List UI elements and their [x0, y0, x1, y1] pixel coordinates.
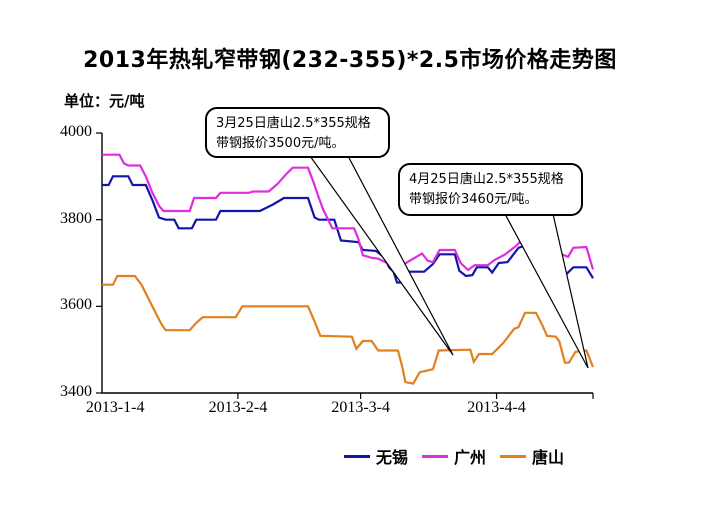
annotation-callout-text: 4月25日唐山2.5*355规格 — [409, 172, 564, 187]
x-axis-tick-label: 2013-2-4 — [208, 399, 268, 416]
legend-item: 唐山 — [500, 444, 564, 468]
annotation-callout-text: 3月25日唐山2.5*355规格 — [216, 116, 371, 131]
legend-line-swatch — [422, 454, 449, 458]
annotation-callout-box: 3月25日唐山2.5*355规格 带钢报价3500元/吨。 — [205, 107, 390, 158]
x-axis-tick-label: 2013-3-4 — [331, 399, 390, 416]
callout-tail — [503, 213, 589, 369]
series-line — [102, 274, 595, 385]
y-axis-tick-label: 3800 — [60, 209, 92, 227]
annotation-callout-text: 带钢报价3460元/吨。 — [409, 192, 538, 207]
chart-legend: 无锡 广州 唐山 — [344, 444, 564, 468]
series-line — [102, 153, 595, 272]
legend-item: 广州 — [422, 444, 486, 468]
legend-line-swatch — [500, 454, 527, 458]
y-axis-tick-label: 4000 — [60, 123, 92, 140]
legend-label: 唐山 — [532, 448, 565, 467]
legend-line-swatch — [344, 454, 370, 458]
annotation-callout-text: 带钢报价3500元/吨。 — [216, 136, 345, 151]
chart-title: 2013年热轧窄带钢(232-355)*2.5市场价格走势图 — [83, 48, 617, 73]
y-axis-tick-label: 3400 — [60, 383, 92, 400]
y-axis-tick-label: 3600 — [60, 296, 92, 314]
legend-label: 广州 — [454, 448, 487, 467]
x-axis-tick-label: 2013-1-4 — [85, 399, 145, 416]
x-axis-tick-label: 2013-4-4 — [467, 399, 526, 416]
unit-label: 单位：元/吨 — [64, 92, 145, 110]
annotation-callout-box: 4月25日唐山2.5*355规格 带钢报价3460元/吨。 — [398, 163, 583, 216]
legend-item: 无锡 — [344, 444, 408, 468]
legend-label: 无锡 — [376, 448, 409, 467]
